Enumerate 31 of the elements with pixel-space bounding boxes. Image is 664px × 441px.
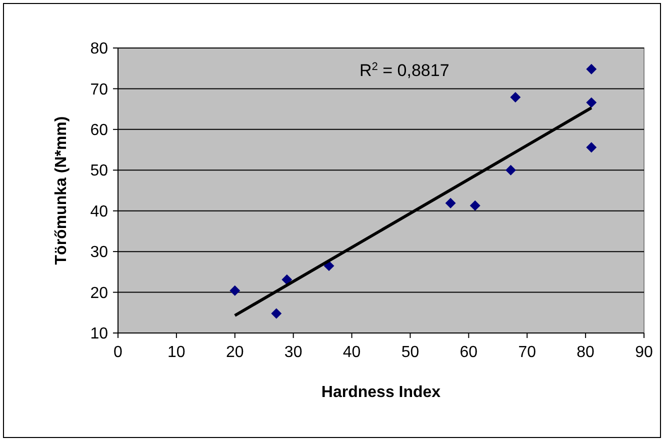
x-tick-label: 50	[401, 344, 420, 361]
y-tick-label: 10	[90, 326, 108, 343]
x-tick-label: 80	[576, 344, 595, 361]
y-tick-label: 70	[90, 81, 108, 98]
y-tick-label: 20	[90, 284, 108, 302]
x-tick-label: 40	[342, 344, 361, 361]
x-tick-label: 30	[284, 344, 302, 361]
x-tick-label: 20	[226, 344, 244, 361]
point	[445, 198, 456, 208]
y-tick-label: 30	[90, 244, 108, 262]
point	[230, 285, 240, 296]
y-tick-label: 50	[90, 162, 108, 180]
point	[510, 92, 521, 103]
x-tick-label: 70	[518, 344, 536, 361]
point	[586, 142, 597, 153]
point	[282, 274, 292, 285]
x-tick-label: 0	[114, 344, 123, 361]
point	[506, 164, 516, 176]
x-tick-label: 90	[635, 344, 653, 361]
y-tick-label: 40	[90, 203, 108, 220]
point	[586, 97, 597, 108]
y-tick-label: 80	[90, 40, 108, 58]
x-axis-title: Hardness Index	[321, 384, 441, 401]
annotation: R$^{2}$ = 0,8817	[359, 61, 450, 80]
y-axis-title: Törőmunka (N*mm)	[53, 116, 70, 265]
point	[470, 200, 480, 211]
y-tick-label: 60	[90, 122, 108, 140]
x-tick-label: 10	[168, 344, 186, 361]
x-tick-label: 60	[460, 344, 478, 361]
point	[271, 308, 282, 319]
point	[586, 64, 597, 74]
